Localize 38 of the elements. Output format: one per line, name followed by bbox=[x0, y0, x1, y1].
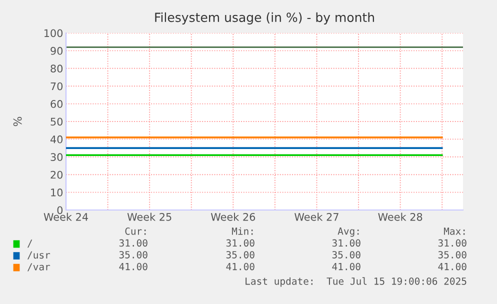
text: 41.00 bbox=[438, 262, 466, 270]
text: Min: bbox=[232, 227, 253, 235]
x-tick-label: Week 24 bbox=[44, 212, 88, 221]
text: Max: bbox=[444, 228, 465, 235]
y-axis-title: % bbox=[13, 116, 22, 126]
text: 31.00 bbox=[438, 239, 466, 247]
x-tick-label: Week 28 bbox=[378, 212, 422, 221]
chart-title: Filesystem usage (in %) - by month bbox=[155, 12, 374, 24]
text: 31.00 bbox=[119, 239, 148, 247]
y-tick-label: 50 bbox=[50, 118, 63, 126]
text: 35.00 bbox=[438, 251, 466, 258]
y-tick-label: 60 bbox=[50, 100, 63, 108]
y-tick-label: 30 bbox=[50, 153, 63, 162]
y-tick-label: 70 bbox=[50, 82, 63, 90]
text: 41.00 bbox=[119, 262, 148, 270]
text: Avg: bbox=[338, 228, 359, 237]
legend-label: /usr bbox=[27, 251, 50, 260]
text: Cur: bbox=[125, 227, 146, 235]
text: 41.00 bbox=[332, 262, 360, 270]
text: 41.00 bbox=[226, 262, 254, 270]
x-tick-label: Week 27 bbox=[294, 212, 338, 221]
legend-label: /var bbox=[27, 263, 50, 272]
text: 35.00 bbox=[332, 251, 360, 258]
y-tick-label: 10 bbox=[51, 188, 63, 196]
y-tick-label: 80 bbox=[50, 64, 63, 73]
x-tick-label: Week 26 bbox=[210, 212, 256, 221]
y-tick-label: 90 bbox=[50, 46, 63, 55]
y-tick-label: 20 bbox=[50, 170, 63, 179]
text: Last update: Tue Jul 15 19:00:06 2025 bbox=[246, 277, 466, 287]
text: 35.00 bbox=[119, 251, 148, 258]
legend-label: / bbox=[27, 240, 32, 248]
y-tick-label: 0 bbox=[57, 206, 63, 214]
y-tick-label: 40 bbox=[50, 135, 63, 144]
text: 31.00 bbox=[226, 239, 254, 247]
text: 35.00 bbox=[226, 251, 254, 258]
y-tick-label: 100 bbox=[44, 29, 63, 38]
text: 31.00 bbox=[332, 239, 360, 247]
x-tick-label: Week 25 bbox=[127, 212, 172, 221]
